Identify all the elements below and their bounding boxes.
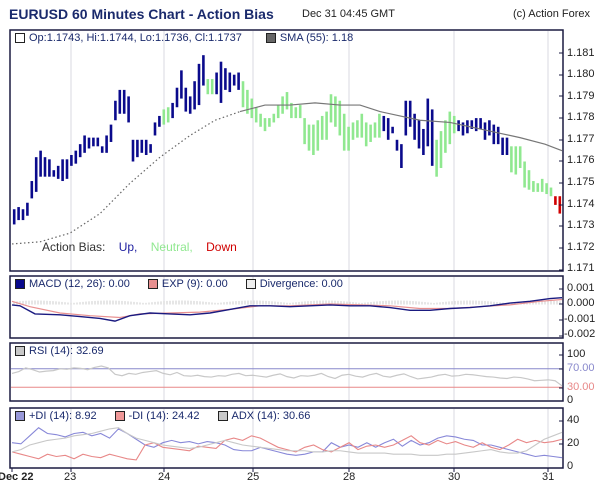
x-tick-label: 30 (448, 471, 461, 483)
action-bias-down: Down (206, 240, 237, 254)
y-tick-main: 1.173 (567, 219, 595, 231)
divergence-legend-item: Divergence: 0.00 (245, 278, 343, 290)
minus-di-label: -DI (14): 24.42 (128, 410, 200, 422)
plus-di-label: +DI (14): 8.92 (29, 410, 97, 422)
x-tick-label: 25 (247, 471, 260, 483)
minus-di-swatch (114, 411, 125, 421)
macd-label: MACD (12, 26): 0.00 (29, 278, 130, 290)
x-tick-label: 31 (542, 471, 555, 483)
y-tick-main: 1.176 (567, 154, 595, 166)
exp-swatch (147, 279, 158, 289)
divergence-swatch (245, 279, 256, 289)
y-tick-main: 1.171 (567, 262, 595, 274)
y-tick-main: 1.178 (567, 111, 595, 123)
y-tick-main: 1.172 (567, 241, 595, 253)
x-tick-label: Dec 22 (0, 471, 34, 483)
x-tick-label: 24 (158, 471, 171, 483)
y-tick-main: 1.179 (567, 90, 595, 102)
rsi-legend-item: RSI (14): 32.69 (15, 345, 104, 357)
price-bars (12, 55, 562, 225)
y-tick-macd: 0.000 (567, 297, 595, 309)
x-tick-label: 28 (343, 471, 356, 483)
rsi-legend: RSI (14): 32.69 (15, 345, 122, 357)
chart-timestamp: Dec 31 04:45 GMT (302, 8, 395, 20)
exp-label: EXP (9): 0.00 (161, 278, 228, 290)
y-tick-main: 1.174 (567, 198, 595, 210)
di-legend: +DI (14): 8.92 -DI (14): 24.42 ADX (14):… (15, 410, 328, 422)
macd-legend-item: MACD (12, 26): 0.00 (15, 278, 130, 290)
y-tick-rsi: 100 (567, 348, 586, 360)
adx-legend-item: ADX (14): 30.66 (217, 410, 311, 422)
y-tick-main: 1.177 (567, 133, 595, 145)
y-tick-macd: 0.001 (567, 282, 595, 294)
ohlc-swatch (15, 33, 25, 43)
macd-lines (11, 297, 563, 322)
exp-legend-item: EXP (9): 0.00 (147, 278, 228, 290)
di-pane (9, 407, 564, 469)
y-tick-macd: -0.002 (564, 328, 596, 340)
plus-di-swatch (15, 411, 25, 421)
sma-line (11, 102, 563, 245)
rsi-pane (9, 342, 564, 402)
action-bias-label: Action Bias: (42, 240, 106, 254)
sma-swatch (265, 33, 276, 43)
x-tick-label: 23 (64, 471, 77, 483)
macd-swatch (15, 279, 25, 289)
axis-ticks (11, 52, 563, 472)
sma-label: SMA (55): 1.18 (279, 32, 354, 44)
y-tick-rsi-oversold: 30.00 (567, 381, 595, 393)
rsi-line (11, 365, 563, 388)
action-bias-legend: Action Bias: Up, Neutral, Down (42, 240, 247, 254)
main-legend: Op:1.1743, Hi:1.1744, Lo:1.1736, Cl:1.17… (15, 32, 371, 44)
vertical-gridlines (70, 31, 549, 467)
chart-title: EURUSD 60 Minutes Chart - Action Bias (9, 6, 274, 22)
y-tick-macd: -0.001 (564, 313, 596, 325)
plus-di-legend-item: +DI (14): 8.92 (15, 410, 97, 422)
action-bias-neutral: Neutral, (150, 240, 193, 254)
y-tick-rsi-overbought: 70.00 (567, 362, 595, 374)
minus-di-legend-item: -DI (14): 24.42 (114, 410, 200, 422)
y-tick-di: 20 (567, 437, 580, 449)
y-tick-di: 40 (567, 414, 580, 426)
y-tick-main: 1.181 (567, 47, 595, 59)
sma-legend: SMA (55): 1.18 (265, 32, 354, 44)
rsi-label: RSI (14): 32.69 (29, 345, 104, 357)
divergence-label: Divergence: 0.00 (259, 278, 343, 290)
main-pane (9, 29, 564, 272)
y-tick-main: 1.175 (567, 176, 595, 188)
action-bias-up: Up, (118, 240, 138, 254)
y-tick-main: 1.180 (567, 68, 595, 80)
y-tick-di: 0 (567, 460, 574, 472)
rsi-swatch (15, 346, 25, 356)
y-tick-rsi: 0 (567, 394, 574, 406)
macd-legend: MACD (12, 26): 0.00 EXP (9): 0.00 Diverg… (15, 278, 361, 290)
di-lines (11, 427, 563, 461)
copyright-text: (c) Action Forex (512, 8, 590, 20)
adx-label: ADX (14): 30.66 (231, 410, 311, 422)
ohlc-label: Op:1.1743, Hi:1.1744, Lo:1.1736, Cl:1.17… (29, 32, 242, 44)
ohlc-legend: Op:1.1743, Hi:1.1744, Lo:1.1736, Cl:1.17… (15, 32, 242, 44)
adx-swatch (217, 411, 228, 421)
